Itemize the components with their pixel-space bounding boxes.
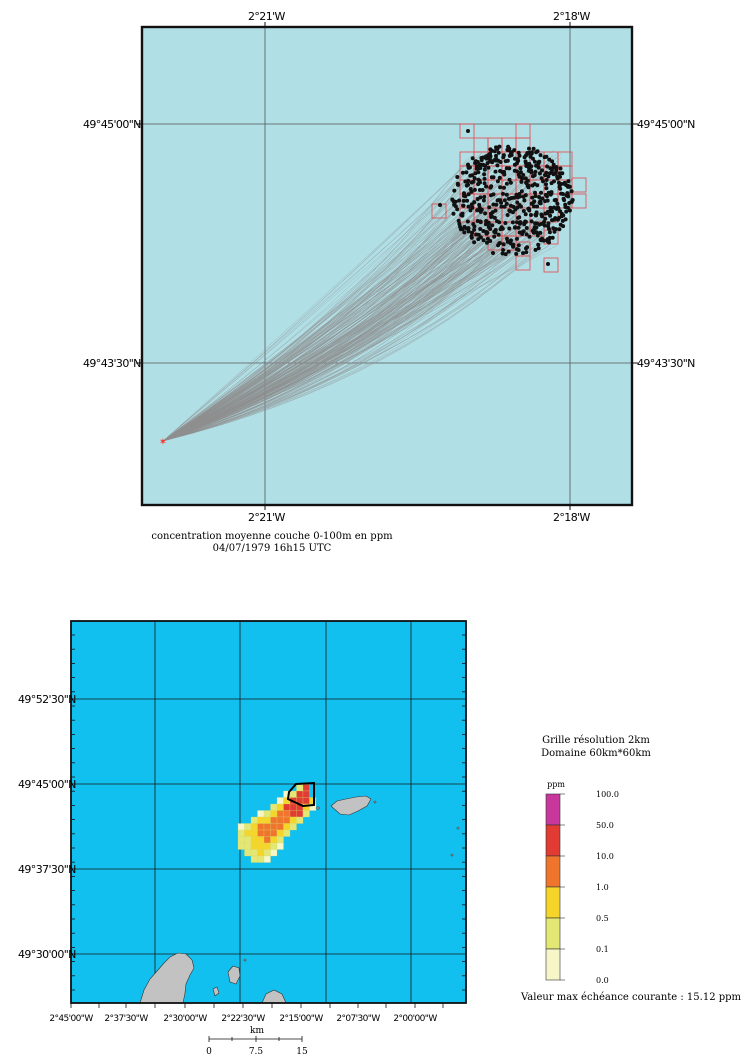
scale-tick-15: 15 (296, 1047, 308, 1057)
bottom-lon-label-6: 2°07'30"W (336, 1014, 380, 1024)
legend-color-scale: 100.0 50.0 10.0 1.0 0.5 0.1 0.0 (545, 790, 619, 985)
trajectory-map-graticule (142, 27, 632, 505)
trajectory-map: ✶ 2°21'W 2°18'W 2°21'W 2°18'W 49°45'00"N… (83, 10, 696, 554)
legend-value-6: 0.1 (596, 945, 609, 954)
legend-unit: ppm (547, 780, 565, 789)
legend-grid-resolution: Grille résolution 2km (542, 735, 650, 746)
legend-swatch-3 (545, 855, 561, 888)
plume-concentration-cells (237, 784, 317, 863)
release-source-marker: ✶ (159, 437, 167, 448)
concentration-legend: Grille résolution 2km Domaine 60km*60km … (520, 735, 742, 1003)
land-masses (139, 795, 460, 1004)
legend-swatch-1 (545, 793, 561, 826)
concentration-map-frame (70, 620, 467, 1004)
bottom-lon-label-5: 2°15'00"W (279, 1014, 323, 1024)
trajectory-map-frame (140, 25, 634, 507)
max-concentration-contour (286, 781, 315, 808)
particle-dots (438, 129, 575, 266)
concentration-map-graticule (71, 621, 466, 1003)
top-lon-label-left-top: 2°21'W (248, 10, 286, 23)
scale-tick-0: 0 (206, 1047, 212, 1057)
bottom-lat-label-3: 49°37'30"N (18, 863, 76, 876)
bottom-lon-label-3: 2°30'00"W (163, 1014, 207, 1024)
bottom-lon-label-7: 2°00'00"W (393, 1014, 437, 1024)
top-lon-label-right-top: 2°18'W (553, 10, 591, 23)
legend-value-7: 0.0 (596, 976, 609, 985)
concentration-map: 49°52'30"N 49°45'00"N 49°37'30"N 49°30'0… (18, 620, 467, 1057)
trajectory-map-sea (142, 27, 632, 505)
bottom-lat-label-4: 49°30'00"N (18, 948, 76, 961)
legend-swatch-6 (545, 948, 561, 981)
trajectory-map-caption: concentration moyenne couche 0-100m en p… (151, 531, 393, 542)
legend-value-4: 1.0 (596, 883, 609, 892)
legend-value-1: 100.0 (596, 790, 619, 799)
legend-swatch-4 (545, 886, 561, 919)
bottom-lon-label-4: 2°22'30"W (221, 1014, 265, 1024)
scale-tick-7-5: 7.5 (249, 1047, 264, 1057)
top-lon-label-right-bottom: 2°18'W (553, 511, 591, 524)
alderney-island (330, 795, 372, 816)
legend-swatch-5 (545, 917, 561, 950)
herm-island (212, 986, 220, 997)
top-lat-label-upper-right: 49°45'00"N (637, 118, 695, 131)
legend-value-3: 10.0 (596, 852, 614, 861)
sark-island (227, 965, 241, 985)
trajectory-map-date: 04/07/1979 16h15 UTC (213, 543, 332, 554)
bottom-lon-label-2: 2°37'30"W (104, 1014, 148, 1024)
scale-bar-unit: km (250, 1026, 264, 1036)
max-value-text: Valeur max échéance courante : 15.12 ppm (520, 992, 742, 1003)
top-lat-label-lower-left: 49°43'30"N (83, 357, 141, 370)
top-lat-label-upper-left: 49°45'00"N (83, 118, 141, 131)
bottom-lat-label-2: 49°45'00"N (18, 778, 76, 791)
top-lon-label-left-bottom: 2°21'W (248, 511, 286, 524)
legend-value-5: 0.5 (596, 914, 609, 923)
scale-bar: km 0 7.5 15 (206, 1026, 308, 1057)
legend-swatch-2 (545, 824, 561, 857)
bottom-lat-label-1: 49°52'30"N (18, 693, 76, 706)
legend-domain-size: Domaine 60km*60km (541, 748, 651, 759)
top-lat-label-lower-right: 49°43'30"N (637, 357, 695, 370)
bottom-lon-label-1: 2°45'00"W (49, 1014, 93, 1024)
legend-value-2: 50.0 (596, 821, 614, 830)
guernsey-coast (139, 952, 195, 1004)
